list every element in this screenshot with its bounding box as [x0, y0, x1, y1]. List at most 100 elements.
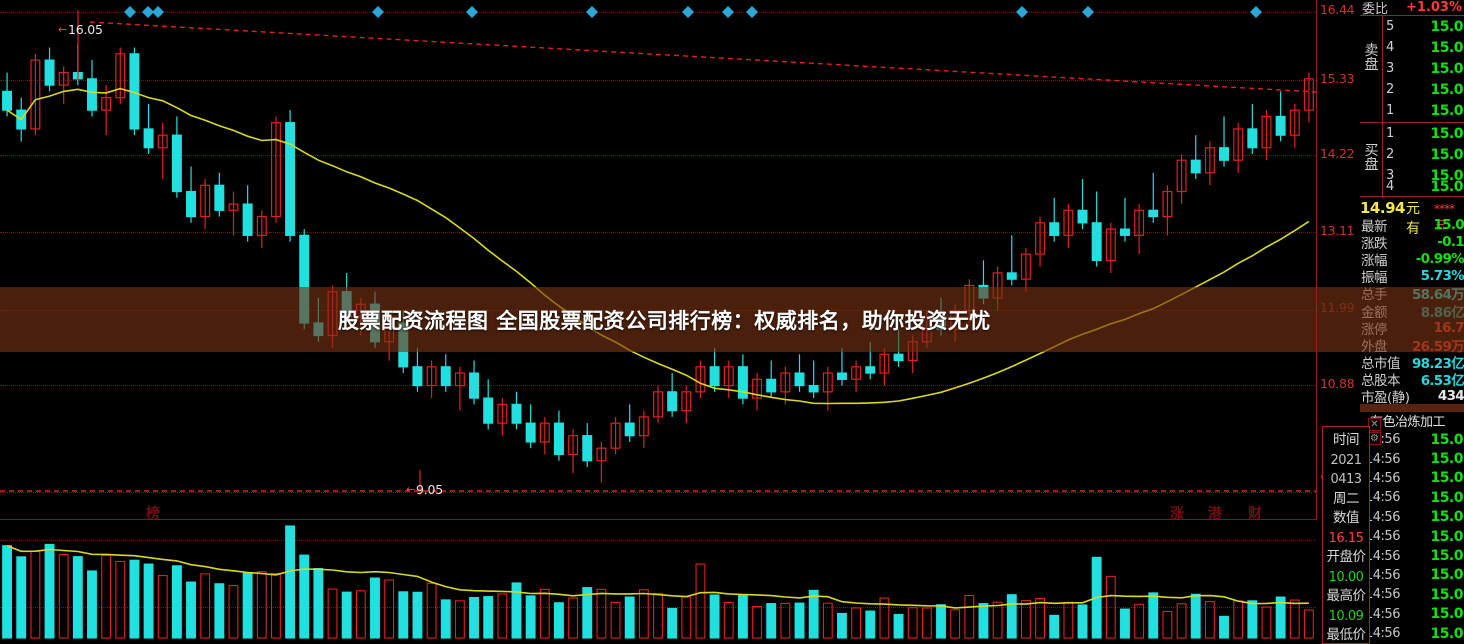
tick-row[interactable]: 14:56 15.0	[1361, 449, 1464, 468]
tooltip-row: 2021	[1323, 449, 1369, 469]
order-rank: 3	[1386, 168, 1395, 183]
quote-row: 市盈(静) 434	[1360, 388, 1464, 406]
tick-time: 14:56	[1365, 548, 1400, 564]
committee-ratio-value: +1.03%	[1406, 0, 1462, 15]
order-book-row-buy[interactable]: 2 15.0	[1383, 144, 1464, 165]
last-price-unit: 元有	[1405, 201, 1420, 237]
tooltip-year: 2021	[1330, 452, 1362, 468]
tick-row[interactable]: 14:56 15.0	[1361, 508, 1464, 527]
quote-row: 振幅 5.73%	[1360, 268, 1464, 287]
order-book-row-sell[interactable]: 3 15.0	[1383, 58, 1464, 79]
order-book-divider-horizontal	[1360, 122, 1464, 123]
buy-side-label: 买盘	[1364, 143, 1379, 173]
order-price: 15.0	[1430, 146, 1463, 163]
tooltip-row: 0413	[1323, 468, 1369, 488]
tooltip-row: 最低价	[1323, 624, 1369, 643]
tick-price: 15.0	[1430, 625, 1463, 642]
chart-overlay-lines	[0, 6, 1316, 495]
quote-row: 最新 15.0	[1360, 216, 1464, 235]
sell-side-label: 卖盘	[1364, 43, 1379, 73]
tooltip-row: 数值	[1323, 507, 1369, 527]
tooltip-row: 10.09	[1323, 605, 1369, 625]
tooltip-row: 周二	[1323, 488, 1369, 508]
close-icon[interactable]: ✕	[1368, 418, 1381, 431]
watermark-char: 财	[1248, 506, 1262, 522]
order-rank: 1	[1386, 126, 1395, 141]
tooltip-weekday: 周二	[1333, 490, 1360, 507]
tick-row[interactable]: 14:56 15.0	[1361, 546, 1464, 565]
gridline	[0, 12, 1316, 13]
tooltip-value: 16.15	[1328, 530, 1364, 546]
gridline	[0, 492, 1316, 493]
watermark-char: 港	[1208, 506, 1222, 522]
order-rank: 2	[1386, 147, 1395, 162]
gridline	[0, 385, 1316, 386]
tick-time: 14:56	[1365, 626, 1400, 642]
high-price-marker: 16.05	[68, 22, 103, 37]
tick-row[interactable]: 14:56 15.0	[1361, 624, 1464, 643]
axis-tick-label: 15.33	[1320, 71, 1355, 86]
order-book-row-sell[interactable]: 1 15.0	[1383, 100, 1464, 121]
order-rank: 2	[1386, 82, 1395, 97]
quote-label: 涨幅	[1361, 252, 1388, 269]
sector-row[interactable]: 有色冶炼加工	[1360, 411, 1464, 430]
order-book-row-buy[interactable]: 4 15.0	[1383, 176, 1464, 197]
tick-row[interactable]: 14:56 15.0	[1361, 527, 1464, 546]
watermark-char: 榜	[146, 506, 160, 522]
volume-pane[interactable]	[0, 522, 1316, 644]
price-candlestick-pane[interactable]: ← 16.05 ← 9.05 榜 涨 港 财	[0, 0, 1316, 522]
committee-ratio-row: 委比 +1.03%	[1360, 0, 1464, 17]
quote-label: 最新	[1361, 218, 1388, 235]
rating-stars: ****三	[1434, 202, 1455, 232]
tick-price: 15.0	[1430, 489, 1463, 506]
quote-value: -0.1	[1437, 233, 1464, 250]
tooltip-row: 时间	[1323, 429, 1369, 449]
quote-label: 总股本	[1361, 373, 1401, 390]
order-book-row-sell[interactable]: 2 15.0	[1383, 79, 1464, 100]
tick-trade-list[interactable]: 14:56 15.0 14:56 15.0 14:56 15.0 14:56 15.0 14:5…	[1360, 430, 1464, 644]
order-rank: 3	[1386, 61, 1395, 76]
order-price: 15.0	[1430, 18, 1463, 35]
order-rank: 1	[1386, 103, 1395, 118]
tick-row[interactable]: 14:56 15.0	[1361, 585, 1464, 604]
order-book[interactable]: 卖盘 买盘 5 15.0 4 15.0 3 15.0 2 15.0 1 15.0	[1360, 15, 1464, 198]
order-book-row-buy[interactable]: 3 15.0	[1383, 165, 1464, 186]
gridline	[0, 232, 1316, 233]
quote-row: 总市值 98.23亿	[1360, 354, 1464, 373]
tick-row[interactable]: 14:56 15.0	[1361, 566, 1464, 585]
tooltip-low-label: 最低价	[1326, 627, 1367, 643]
gridline	[0, 607, 1316, 608]
ohlc-tooltip: 时间 2021 0413 周二 数值 16.15 开盘价 10.00 最高价 1…	[1322, 426, 1370, 644]
tooltip-date: 0413	[1330, 472, 1362, 487]
order-price: 15.0	[1430, 60, 1463, 77]
tick-row[interactable]: 14:56 15.0	[1361, 469, 1464, 488]
tick-time: 14:56	[1365, 567, 1400, 583]
volume-bars	[2, 525, 1314, 639]
tick-price: 15.0	[1430, 548, 1463, 565]
tick-time: 14:56	[1365, 529, 1400, 545]
tooltip-value-label: 数值	[1333, 510, 1360, 526]
axis-tick-label: 10.88	[1320, 376, 1355, 391]
quote-label: 振幅	[1361, 270, 1388, 287]
tick-price: 15.0	[1430, 431, 1463, 448]
axis-tick-label: 16.44	[1320, 2, 1355, 17]
quote-label: 涨跌	[1361, 235, 1388, 252]
order-price: 15.0	[1430, 39, 1463, 56]
order-rank: 4	[1386, 179, 1395, 194]
order-book-row-sell[interactable]: 5 15.0	[1383, 16, 1464, 37]
quote-value: -0.99%	[1415, 250, 1464, 267]
tick-price: 15.0	[1430, 470, 1463, 487]
gridline	[0, 80, 1316, 81]
committee-ratio-label: 委比	[1362, 1, 1389, 17]
quote-value: 6.53亿	[1420, 373, 1464, 390]
order-price: 15.0	[1430, 125, 1463, 142]
tooltip-high-label: 最高价	[1326, 588, 1367, 604]
quote-value: 98.23亿	[1411, 356, 1464, 373]
tooltip-row: 开盘价	[1323, 546, 1369, 566]
order-book-row-sell[interactable]: 4 15.0	[1383, 37, 1464, 58]
tick-row[interactable]: 14:56 15.0	[1361, 605, 1464, 624]
order-book-row-buy[interactable]: 1 15.0	[1383, 123, 1464, 144]
tick-time: 14:56	[1365, 490, 1400, 506]
tick-row[interactable]: 14:56 15.0	[1361, 488, 1464, 507]
